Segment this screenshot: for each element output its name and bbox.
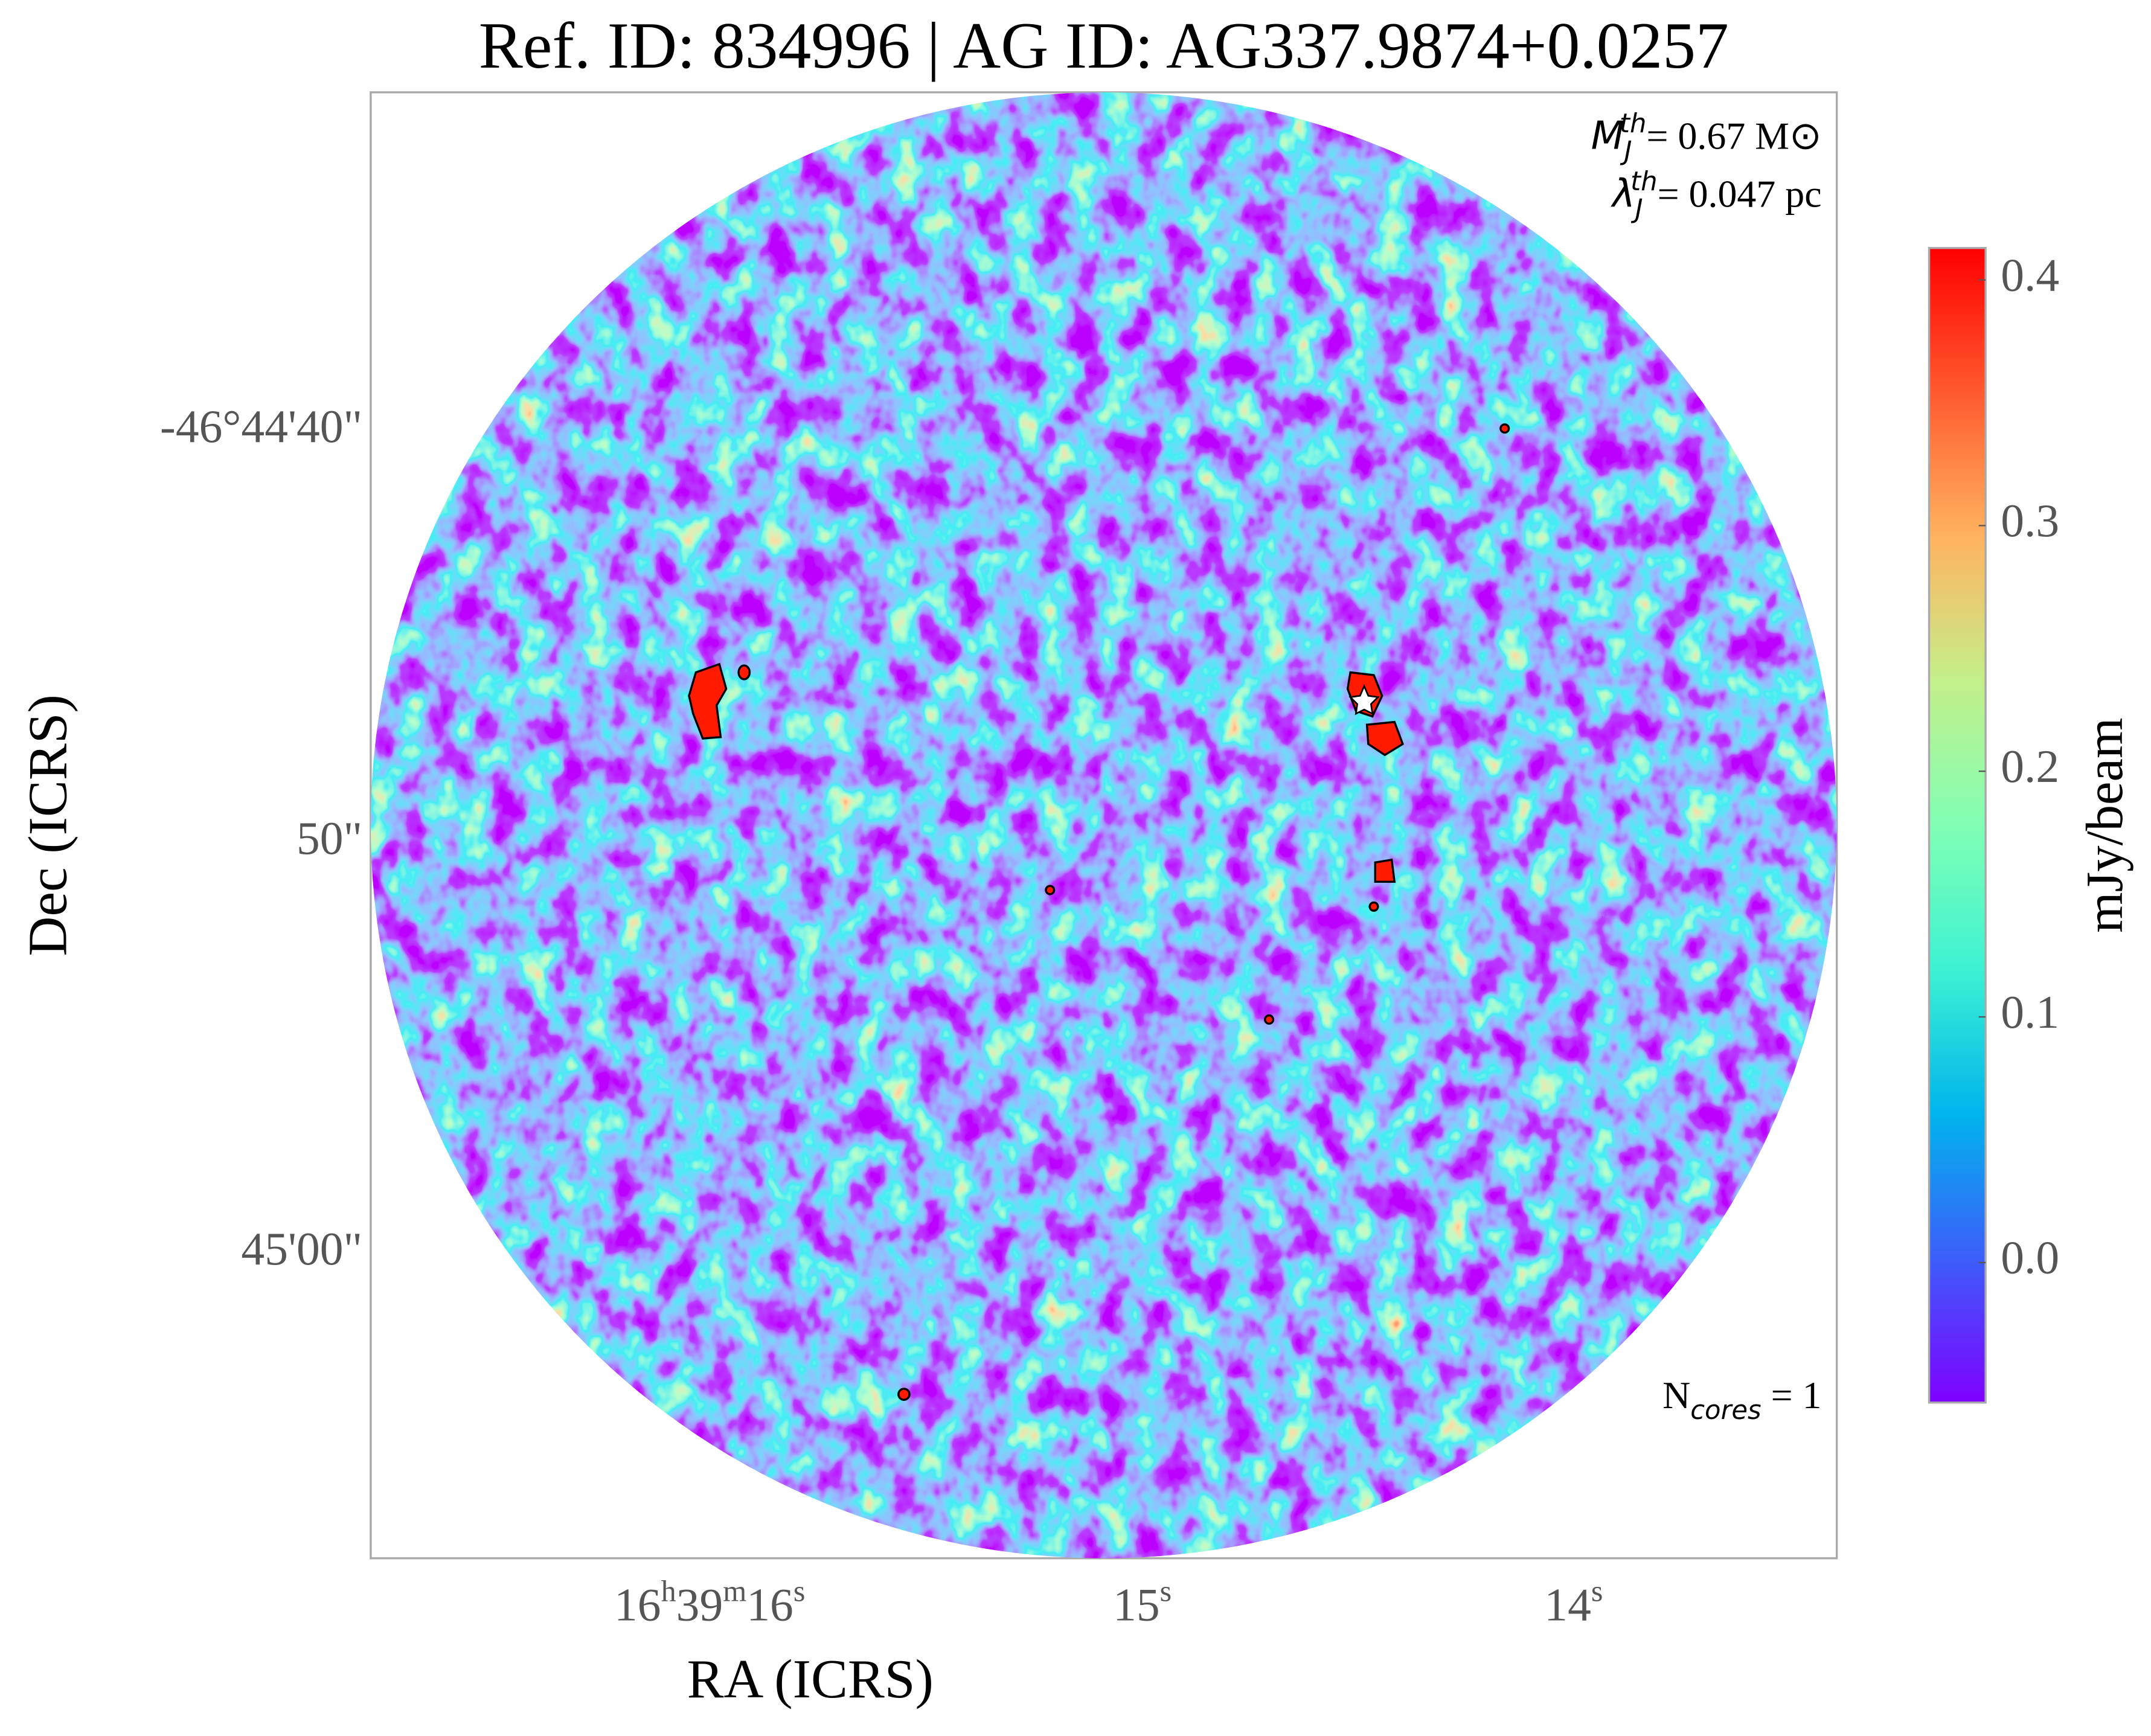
colorbar-tick-label: 0.2 xyxy=(2001,740,2059,792)
x-axis-label: RA (ICRS) xyxy=(687,1648,934,1709)
annotation: λJth= 0.047 pc xyxy=(1611,167,1822,225)
y-tick-label: -46°44'40" xyxy=(160,400,362,452)
x-tick-number: 16 xyxy=(614,1578,661,1630)
colorbar-label: mJy/beam xyxy=(2076,718,2133,933)
contour xyxy=(897,1388,911,1401)
chart-title: Ref. ID: 834996 | AG ID: AG337.9874+0.02… xyxy=(479,8,1729,82)
annotation-symbol: λ xyxy=(1611,171,1635,216)
contour xyxy=(1374,858,1396,883)
x-tick-unit: s xyxy=(1591,1574,1603,1607)
y-tick-label: 45'00" xyxy=(241,1223,362,1275)
contour xyxy=(688,662,728,740)
annotation-symbol: N xyxy=(1662,1374,1690,1417)
contour xyxy=(737,664,751,681)
x-tick-number: 15 xyxy=(1113,1578,1160,1630)
contour xyxy=(1045,885,1056,895)
annotation: MJth= 0.67 M⊙ xyxy=(1591,109,1822,167)
core-marker xyxy=(1348,684,1380,716)
colorbar-tick-label: 0.3 xyxy=(2001,495,2059,546)
contour xyxy=(1365,720,1405,757)
contour xyxy=(1264,1014,1275,1025)
x-tick-label: 14s xyxy=(1544,1574,1603,1630)
x-tick-number: 16 xyxy=(746,1578,793,1630)
intensity-map xyxy=(370,92,1837,1558)
colorbar xyxy=(1928,247,1987,1404)
y-tick-label: 50" xyxy=(297,812,362,864)
colorbar-tick-label: 0.0 xyxy=(2001,1232,2059,1284)
colorbar-tick-label: 0.4 xyxy=(2001,249,2059,301)
annotation-text: = 0.047 pc xyxy=(1658,172,1822,215)
colorbar-tick-label: 0.1 xyxy=(2001,986,2059,1038)
contour xyxy=(1368,901,1379,912)
annotation-subscript: cores xyxy=(1690,1395,1761,1426)
annotation-text: = 0.67 M⊙ xyxy=(1647,114,1822,157)
x-tick-unit: s xyxy=(793,1574,806,1607)
map-pixels xyxy=(370,92,1837,1558)
annotation: Ncores = 1 xyxy=(1662,1374,1821,1426)
x-tick-label: 16h39m16s xyxy=(614,1574,805,1630)
contour xyxy=(1499,423,1510,434)
y-axis-label: Dec (ICRS) xyxy=(18,694,79,956)
x-tick-number: 14 xyxy=(1544,1578,1591,1630)
x-tick-label: 15s xyxy=(1113,1574,1172,1630)
annotation-text: = 1 xyxy=(1762,1374,1822,1417)
x-tick-unit: s xyxy=(1160,1574,1172,1607)
x-tick-number: 39 xyxy=(676,1578,723,1630)
x-tick-unit: h xyxy=(661,1574,676,1607)
annotation-superscript: th xyxy=(1620,109,1646,139)
annotation-superscript: th xyxy=(1630,167,1657,197)
x-tick-unit: m xyxy=(723,1574,746,1607)
annotation-symbol: M xyxy=(1591,114,1624,158)
